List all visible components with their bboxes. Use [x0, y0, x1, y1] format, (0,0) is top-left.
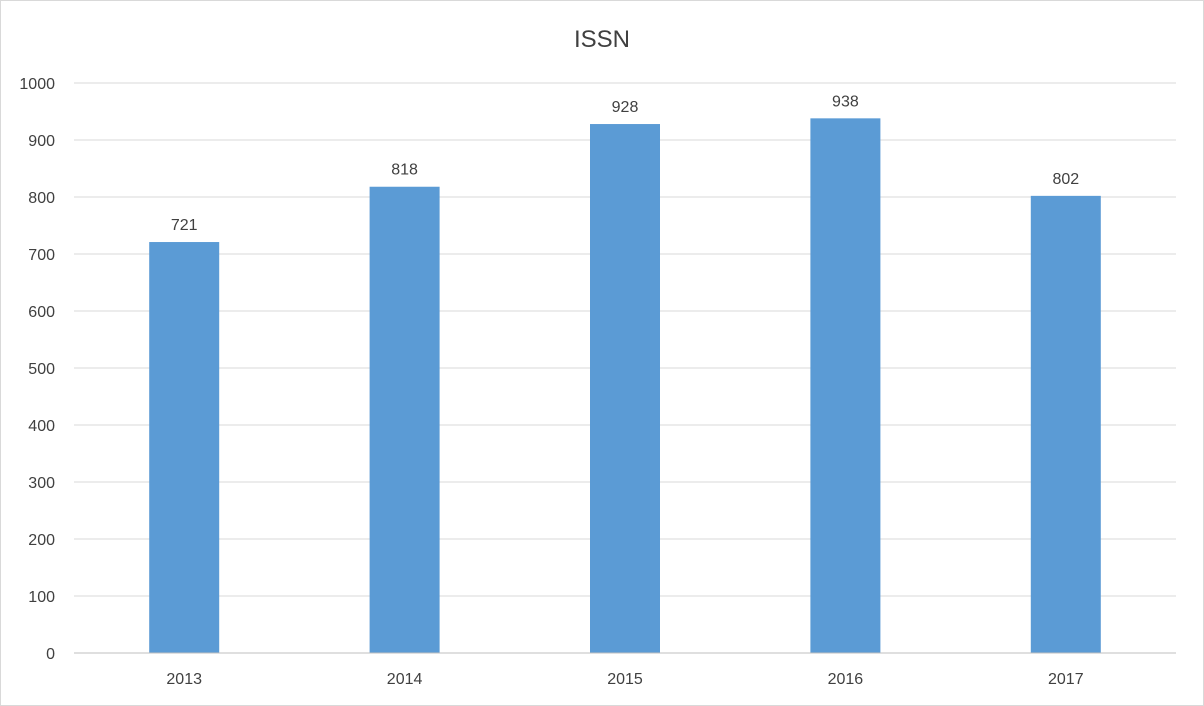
x-tick-label-2017: 2017: [1048, 671, 1084, 688]
bar-2014: [369, 186, 440, 654]
y-tick-label: 700: [28, 247, 55, 264]
x-tick-label-2016: 2016: [828, 671, 864, 688]
bars: [149, 118, 1101, 654]
y-tick-label: 100: [28, 589, 55, 606]
x-tick-label-2013: 2013: [166, 671, 202, 688]
y-axis-ticks: 0 100 200 300 400 500 600 700 800 900 1000: [19, 76, 55, 663]
x-tick-label-2015: 2015: [607, 671, 643, 688]
y-tick-label: 1000: [19, 76, 55, 93]
x-axis-ticks: 2013 2014 2015 2016 2017: [166, 671, 1083, 688]
data-label-2013: 721: [171, 217, 198, 234]
y-tick-label: 300: [28, 475, 55, 492]
data-label-2016: 938: [832, 93, 859, 110]
y-tick-label: 200: [28, 532, 55, 549]
y-tick-label: 800: [28, 190, 55, 207]
x-tick-label-2014: 2014: [387, 671, 423, 688]
bar-2017: [1030, 195, 1101, 654]
bar-2015: [590, 124, 660, 654]
data-label-2017: 802: [1052, 171, 1079, 188]
bar-2016: [810, 118, 881, 654]
data-labels: 721 818 928 938 802: [171, 93, 1079, 234]
bar-2013: [149, 242, 220, 653]
y-tick-label: 600: [28, 304, 55, 321]
data-label-2015: 928: [612, 99, 639, 116]
y-tick-label: 400: [28, 418, 55, 435]
data-label-2014: 818: [391, 162, 418, 179]
chart-title: ISSN: [574, 26, 630, 53]
y-tick-label: 500: [28, 361, 55, 378]
y-tick-label: 0: [46, 646, 55, 663]
y-tick-label: 900: [28, 133, 55, 150]
